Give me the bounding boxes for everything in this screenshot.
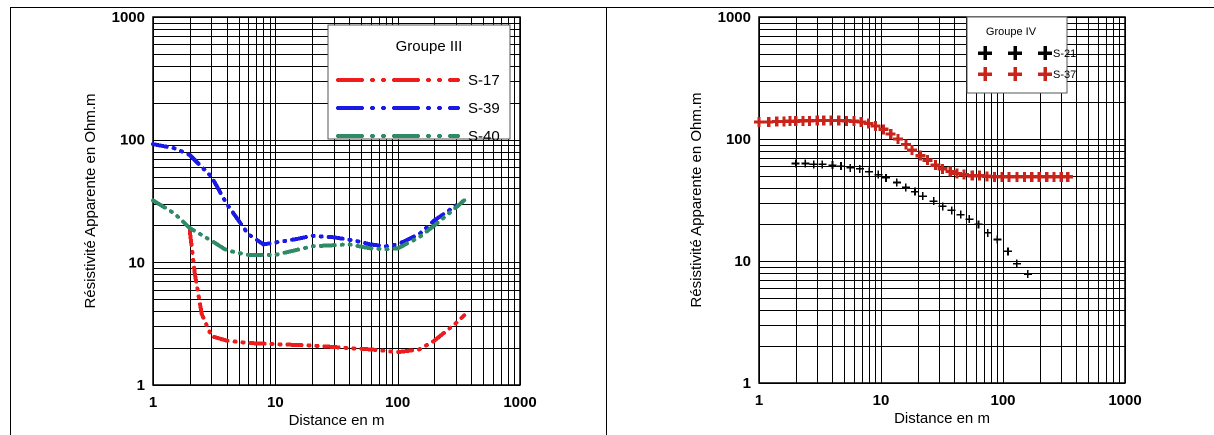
right-series-s-37-marker [930,160,941,171]
right-legend-swatch-s-21 [978,46,992,60]
left-x-axis-label: Distance en m [289,412,385,429]
left-grid [152,16,522,387]
right-series-s-21-marker [892,178,901,187]
right-legend-label-s-37: S-37 [1053,69,1076,81]
left-series-s-17-line [187,229,467,355]
left-x-tick-label: 10 [267,394,284,411]
left-y-tick-label: 100 [120,132,145,149]
chart-groupe-iv: 1 10 100 1000 1 10 100 1000 Distance en m Résisti… [688,9,1142,427]
right-y-tick-label: 100 [726,131,751,148]
right-series-s-37-marker [900,139,911,150]
right-series-s-21-marker [911,187,920,196]
right-legend-title: Groupe IV [986,26,1037,38]
chart-groupe-iii: 1 10 100 1000 1 10 100 1000 Distance en m Résisti… [82,9,537,429]
left-legend: Groupe III S-17 S-39 S-40 [327,24,511,145]
table-borders [10,7,1214,435]
left-x-tick-label: 1 [149,394,157,411]
right-series-s-21-marker [1023,270,1032,279]
left-x-tick-label: 100 [385,394,410,411]
right-series-s-21-marker [801,159,810,168]
right-series-s-21-marker [1004,247,1013,256]
right-series-s-21-marker [836,162,845,171]
right-series-s-21-marker [874,170,883,179]
right-x-tick-label: 1 [755,392,763,409]
right-series-s-37-marker [937,163,948,174]
right-series-s-21-marker [828,161,837,170]
left-y-tick-label: 10 [128,254,145,271]
left-y-axis-label: Résistivité Apparente en Ohm.m [82,93,99,308]
right-plot-frame [758,16,1126,384]
right-series-s-21-marker [818,160,827,169]
right-series-s-21-marker [901,183,910,192]
left-x-tick-label: 1000 [503,394,536,411]
right-series-s-37-marker [878,124,889,135]
left-y-tick-label: 1000 [112,9,145,26]
right-y-tick-label: 1000 [718,9,751,26]
right-y-axis-label: Résistivité Apparente en Ohm.m [688,92,705,307]
right-legend-swatch-s-37 [1008,67,1022,81]
right-series-s-21-marker [865,167,874,176]
left-y-tick-label: 1 [137,377,145,394]
right-series-s-21-marker [882,173,891,182]
right-series-s-21-marker [983,228,992,237]
right-x-tick-label: 100 [990,392,1015,409]
right-series-s-37-marker [870,120,881,131]
right-x-tick-label: 1000 [1108,392,1141,409]
right-legend-label-s-21: S-21 [1053,48,1076,60]
right-series-s-37-marker [915,150,926,161]
right-x-axis-label: Distance en m [894,410,990,427]
left-legend-label-s-17: S-17 [468,72,500,89]
right-legend-swatch-s-21 [1038,46,1052,60]
right-series-s-37-marker [945,166,956,177]
right-legend: Groupe IV S-21 S-37 [966,16,1076,94]
right-series-s-21-marker [791,159,800,168]
right-series-s-37-marker [922,155,933,166]
right-series-s-37-marker [754,116,764,127]
right-series-s-21-marker [846,163,855,172]
left-legend-label-s-40: S-40 [468,128,500,145]
right-legend-swatch-s-37 [978,67,992,81]
right-series-s-21-marker [1012,259,1021,268]
right-series-s-21-marker [809,160,818,169]
right-series-s-37-marker [885,128,896,139]
right-x-tick-label: 10 [873,392,890,409]
right-series-s-37-marker [1062,171,1073,182]
right-series-s-21-marker [929,197,938,206]
right-y-tick-label: 1 [743,375,751,392]
left-series-s-40-line [151,198,467,257]
right-series-s-37-marker [907,145,918,156]
right-y-tick-label: 10 [734,253,751,270]
right-series-s-21-marker [993,235,1002,244]
right-series-s-21-marker [918,192,927,201]
right-series-s-21-marker [965,215,974,224]
right-series-s-21-marker [947,206,956,215]
left-legend-title: Groupe III [396,38,463,55]
right-series-s-37-marker [863,118,874,129]
left-legend-label-s-39: S-39 [468,100,500,117]
right-legend-swatch-s-37 [1038,67,1052,81]
right-series-s-21-marker [855,164,864,173]
right-series-s-21-marker [974,220,983,229]
right-series-s-21-marker [938,202,947,211]
right-series-s-21-marker [956,210,965,219]
right-series-s-37-marker [893,134,904,144]
right-legend-swatch-s-21 [1008,46,1022,60]
